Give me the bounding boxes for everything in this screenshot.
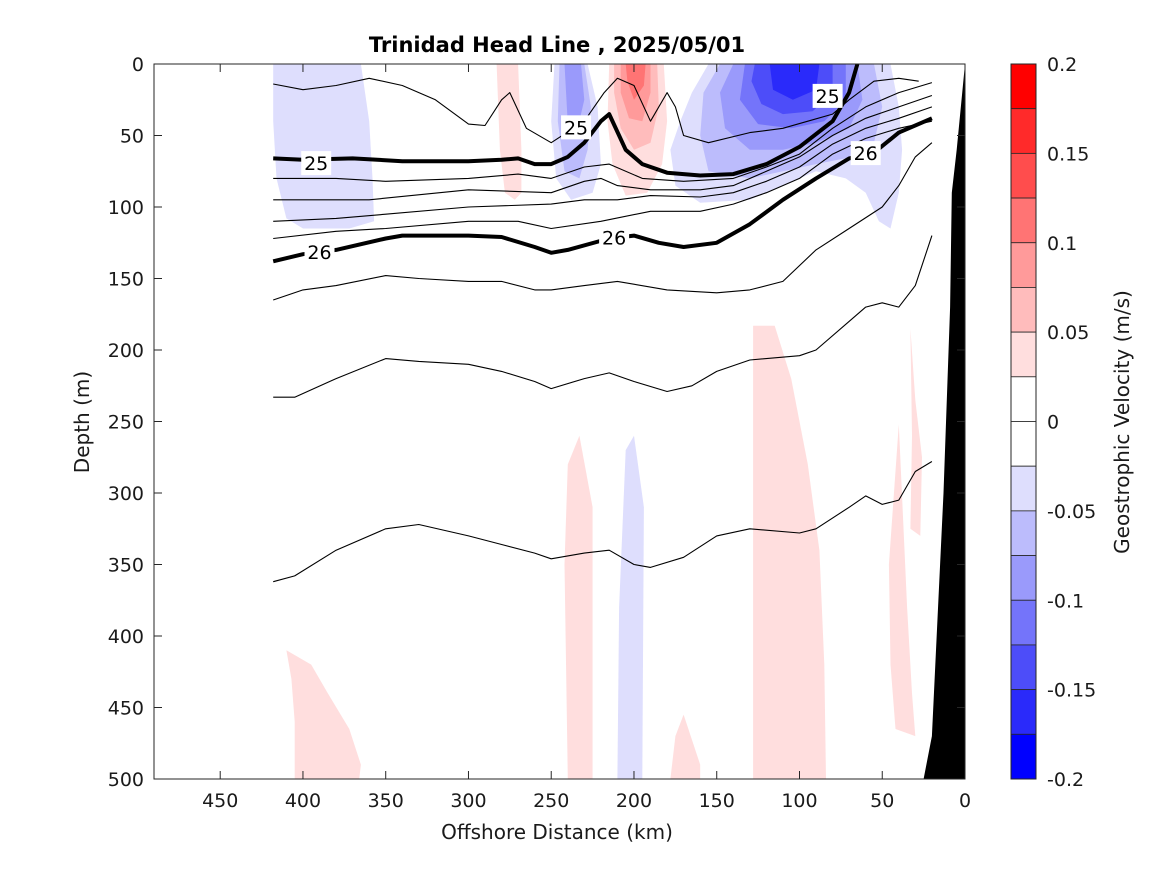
isopycnal-line — [273, 235, 933, 398]
velocity-regions — [273, 64, 922, 779]
colorbar-swatch — [1010, 510, 1037, 556]
x-axis-label: Offshore Distance (km) — [441, 820, 673, 844]
colorbar-swatch — [1010, 733, 1037, 780]
x-tick-label: 0 — [959, 790, 971, 812]
contour-label: 25 — [564, 117, 588, 139]
colorbar-tick-label: -0.05 — [1047, 501, 1096, 523]
x-tick-label: 100 — [781, 790, 817, 812]
contour-label: 26 — [602, 227, 626, 249]
colorbar-tick-label: 0.1 — [1047, 233, 1077, 255]
velocity-region — [888, 424, 916, 737]
colorbar-tick-label: 0 — [1047, 412, 1059, 434]
isopycnal-bold — [273, 64, 860, 178]
velocity-region — [564, 64, 585, 129]
velocity-region — [273, 64, 375, 229]
colorbar: 0.2 0.15 0.1 0.05 0 -0.05 -0.1 -0.15 -0.2 — [1010, 54, 1096, 791]
colorbar-swatch — [1010, 108, 1037, 154]
colorbar-swatch — [1010, 465, 1037, 512]
y-axis: 0 50 100 150 200 250 300 350 400 450 500 — [108, 54, 965, 791]
colorbar-swatch — [1010, 152, 1037, 199]
contour-label: 26 — [307, 242, 331, 264]
velocity-region — [769, 64, 820, 100]
colorbar-swatch — [1010, 287, 1037, 333]
colorbar-swatch — [1010, 331, 1037, 378]
chart-title: Trinidad Head Line , 2025/05/01 — [369, 33, 745, 57]
isopycnal-line — [273, 77, 919, 144]
y-axis-label: Depth (m) — [70, 371, 94, 473]
isopycnal-line — [273, 461, 933, 583]
x-tick-label: 350 — [368, 790, 404, 812]
velocity-region — [625, 64, 646, 100]
colorbar-tick-label: -0.2 — [1047, 769, 1084, 791]
contour-label-bg — [561, 115, 592, 140]
contour-label-bg — [599, 225, 630, 250]
y-tick-label: 100 — [108, 197, 144, 219]
velocity-region — [670, 714, 701, 779]
colorbar-swatch — [1010, 555, 1037, 601]
isopycnal-line — [273, 106, 933, 222]
contour-label-bg — [301, 151, 332, 176]
isopycnal-line — [273, 94, 933, 201]
colorbar-swatch — [1010, 644, 1037, 691]
colorbar-swatch — [1010, 421, 1037, 467]
colorbar-swatch — [1010, 63, 1037, 110]
contour-label-bg — [812, 83, 843, 108]
colorbar-swatch — [1010, 689, 1037, 735]
colorbar-tick-label: -0.15 — [1047, 680, 1096, 702]
x-tick-label: 50 — [870, 790, 894, 812]
y-tick-label: 200 — [108, 340, 144, 362]
x-axis: 450 400 350 300 250 200 150 100 50 0 — [202, 64, 971, 812]
contour-label: 25 — [304, 153, 328, 175]
colorbar-swatch — [1010, 197, 1037, 244]
colorbar-tick-label: -0.1 — [1047, 590, 1084, 612]
velocity-region — [617, 435, 644, 779]
y-tick-label: 0 — [132, 54, 144, 76]
colorbar-label: Geostrophic Velocity (m/s) — [1110, 290, 1134, 554]
contour-label: 26 — [854, 143, 878, 165]
contour-labels: 25 25 25 26 26 26 — [301, 83, 881, 264]
y-tick-label: 350 — [108, 555, 144, 577]
x-tick-label: 200 — [616, 790, 652, 812]
bathymetry — [923, 64, 965, 779]
y-tick-label: 50 — [120, 126, 144, 148]
velocity-region — [564, 435, 593, 779]
contour-label: 25 — [816, 86, 840, 108]
isopycnal-line — [273, 82, 933, 182]
y-tick-label: 500 — [108, 769, 144, 791]
y-tick-label: 150 — [108, 269, 144, 291]
x-tick-label: 300 — [450, 790, 486, 812]
isopycnal-line — [273, 120, 933, 240]
velocity-region — [910, 328, 922, 536]
colorbar-frame — [1010, 63, 1037, 780]
colorbar-swatch — [1010, 376, 1037, 422]
colorbar-tick-label: 0.2 — [1047, 54, 1077, 76]
y-tick-label: 300 — [108, 483, 144, 505]
x-tick-label: 150 — [699, 790, 735, 812]
y-tick-label: 450 — [108, 698, 144, 720]
x-tick-label: 400 — [285, 790, 321, 812]
contour-label-bg — [850, 141, 881, 166]
velocity-region — [753, 325, 826, 779]
colorbar-swatch — [1010, 242, 1037, 288]
seafloor-bathymetry — [923, 64, 965, 779]
x-tick-label: 250 — [533, 790, 569, 812]
isopycnal-line — [273, 142, 933, 301]
velocity-region — [496, 64, 522, 200]
colorbar-tick-label: 0.15 — [1047, 143, 1089, 165]
y-tick-label: 250 — [108, 412, 144, 434]
colorbar-tick-label: 0.05 — [1047, 322, 1089, 344]
plot-area: 25 25 25 26 26 26 — [153, 63, 966, 780]
contour-label-bg — [304, 239, 335, 264]
x-tick-label: 450 — [202, 790, 238, 812]
colorbar-swatch — [1010, 599, 1037, 646]
y-tick-label: 400 — [108, 626, 144, 648]
velocity-region — [286, 650, 361, 779]
